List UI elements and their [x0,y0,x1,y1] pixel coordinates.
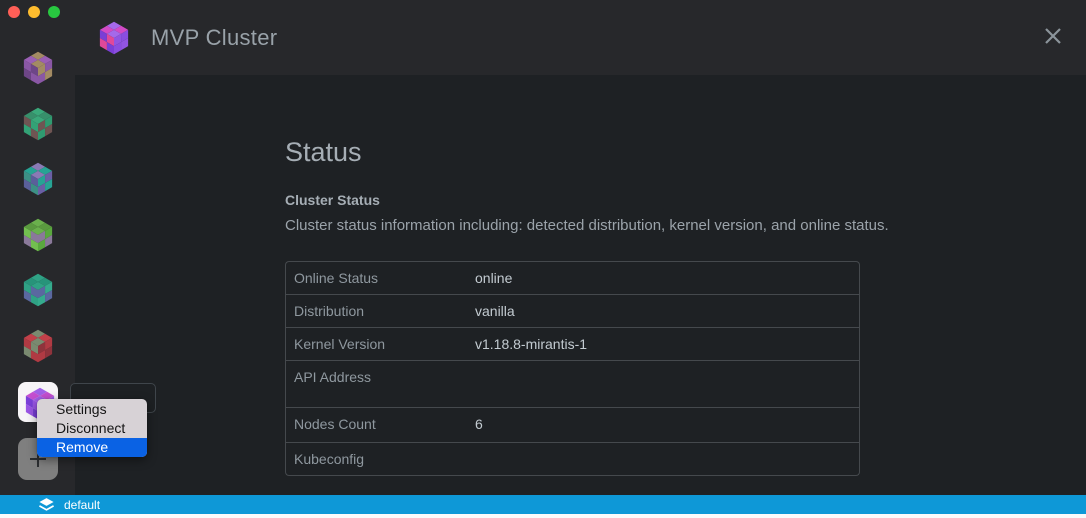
page-title: Status [285,137,362,167]
sidebar-cluster-icon-3[interactable] [19,160,57,198]
table-row: API Address [285,361,860,408]
row-label: Nodes Count [285,408,467,443]
close-icon[interactable] [1042,25,1064,47]
window-bottom-edge [0,514,1086,518]
table-row: Online Status online [285,261,860,295]
row-value [467,443,860,476]
sidebar-cluster-icon-1[interactable] [19,49,57,87]
row-value: online [467,261,860,295]
section-description: Cluster status information including: de… [285,217,889,234]
minimize-traffic-button[interactable] [28,6,40,18]
workspace-selector[interactable]: default [38,497,100,512]
status-bar: default [0,495,1086,514]
layers-icon [39,498,54,511]
table-row: Kernel Version v1.18.8-mirantis-1 [285,328,860,361]
menu-item-remove[interactable]: Remove [37,438,147,457]
workspace-name: default [64,497,101,512]
menu-item-settings[interactable]: Settings [56,401,107,417]
sidebar-cluster-icon-5[interactable] [19,271,57,309]
row-value: 6 [467,408,860,443]
cluster-context-menu: Settings Disconnect Remove [37,399,147,457]
row-value: v1.18.8-mirantis-1 [467,328,860,361]
row-label: Distribution [285,295,467,328]
close-traffic-button[interactable] [8,6,20,18]
sidebar-cluster-icon-2[interactable] [19,105,57,143]
table-row: Nodes Count 6 [285,408,860,443]
row-label: API Address [285,361,467,408]
cluster-cube-icon [95,19,133,57]
cluster-status-page: Status Cluster Status Cluster status inf… [75,75,1086,495]
row-value: vanilla [467,295,860,328]
table-row: Kubeconfig [285,443,860,476]
cluster-title: MVP Cluster [151,24,278,50]
cluster-header: MVP Cluster [75,0,1086,75]
menu-item-disconnect[interactable]: Disconnect [56,420,126,436]
row-label: Kubeconfig [285,443,467,476]
traffic-lights [8,6,60,18]
sidebar-cluster-icon-4[interactable] [19,216,57,254]
table-row: Distribution vanilla [285,295,860,328]
row-label: Kernel Version [285,328,467,361]
cluster-status-table: Online Status online Distribution vanill… [285,261,860,476]
sidebar-cluster-icon-6[interactable] [19,327,57,365]
row-value [467,361,860,408]
row-label: Online Status [285,261,467,295]
zoom-traffic-button[interactable] [48,6,60,18]
section-title: Cluster Status [285,192,380,208]
